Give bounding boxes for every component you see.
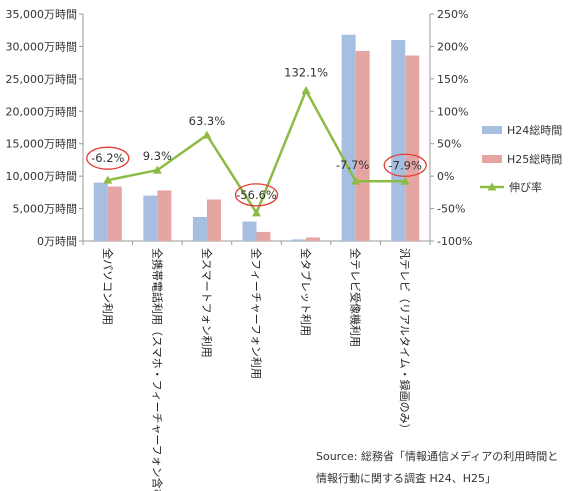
right-tick-label: 250% <box>437 8 468 21</box>
left-tick-label: 30,000万時間 <box>6 40 78 53</box>
bar-h24 <box>391 39 406 241</box>
growth-point <box>152 165 162 174</box>
left-tick-label: 5,000万時間 <box>13 203 78 216</box>
source-line-1: Source: 総務省「情報通信メディアの利用時間と <box>316 450 559 463</box>
left-tick-label: 10,000万時間 <box>6 170 78 183</box>
category-label: 全フィーチャーフォン利用 <box>250 248 264 379</box>
category-label: 全タブレット利用 <box>299 248 313 336</box>
category-label: 汎テレビ（リアルタイム・録画のみ） <box>398 248 412 435</box>
right-tick-label: 100% <box>437 105 468 118</box>
right-tick-label: 150% <box>437 73 468 86</box>
bar-h24 <box>192 217 207 241</box>
bar-h24 <box>242 221 257 241</box>
growth-data-label: 132.1% <box>284 65 328 79</box>
growth-point <box>202 130 212 139</box>
category-label: 全携帯電話利用（スマホ・フィーチャーフォン含む） <box>150 248 164 491</box>
category-label: 全テレビ受像機利用 <box>349 248 363 347</box>
left-tick-label: 20,000万時間 <box>6 105 78 118</box>
growth-point <box>103 175 113 184</box>
bar-h25 <box>206 199 221 241</box>
category-label: 全パソコン利用 <box>101 248 115 325</box>
axes: 0万時間 5,000万時間 10,000万時間 15,000万時間 20,000万時間 2… <box>6 8 473 248</box>
right-tick-label: 0% <box>437 170 454 183</box>
bar-h25 <box>405 55 420 241</box>
bar-h24 <box>143 195 158 241</box>
left-tick-label: 35,000万時間 <box>6 8 78 21</box>
growth-point <box>301 85 311 94</box>
growth-data-label: 63.3% <box>189 114 226 128</box>
growth-data-label: -7.7% <box>336 158 369 172</box>
bar-h24 <box>93 182 108 241</box>
bar-h25 <box>157 190 172 241</box>
growth-data-label: -56.6% <box>236 188 277 202</box>
growth-point <box>351 176 361 185</box>
bar-h25 <box>107 186 122 241</box>
legend-swatch-h25 <box>482 155 502 163</box>
right-tick-label: 50% <box>437 138 461 151</box>
left-tick-label: 0万時間 <box>37 235 77 248</box>
legend-label-growth: 伸び率 <box>509 180 542 194</box>
left-tick-label: 25,000万時間 <box>6 73 78 86</box>
legend-marker-growth <box>487 182 497 191</box>
left-tick-label: 15,000万時間 <box>6 138 78 151</box>
growth-data-label: 9.3% <box>143 149 172 163</box>
growth-line <box>103 85 410 217</box>
bar-h24 <box>292 239 307 241</box>
legend-label-h25: H25総時間 <box>507 152 562 166</box>
legend-swatch-h24 <box>482 126 502 134</box>
highlight-circle <box>234 183 279 207</box>
growth-data-label: -6.2% <box>91 151 124 165</box>
bar-h25 <box>306 237 321 241</box>
growth-data-label: -7.9% <box>389 158 422 172</box>
source-line-2: 情報行動に関する調査 H24、H25」 <box>316 472 497 485</box>
bar-h25 <box>355 50 370 242</box>
growth-point <box>400 176 410 185</box>
category-labels: 全パソコン利用 全携帯電話利用（スマホ・フィーチャーフォン含む） 全スマートフォン利… <box>101 248 412 491</box>
bar-h25 <box>256 231 271 241</box>
growth-point <box>252 208 261 217</box>
highlight-circle <box>383 153 427 177</box>
legend-label-h24: H24総時間 <box>507 123 562 137</box>
right-tick-label: -100% <box>437 235 472 248</box>
bar-h24 <box>341 34 356 241</box>
highlight-circle <box>86 146 130 170</box>
right-tick-label: -50% <box>437 203 465 216</box>
bars <box>93 34 420 242</box>
category-label: 全スマートフォン利用 <box>200 248 214 358</box>
data-labels: -6.2% 9.3% 63.3% -56.6% 132.1% -7.7% -7.9% <box>86 65 427 207</box>
right-tick-label: 200% <box>437 40 468 53</box>
